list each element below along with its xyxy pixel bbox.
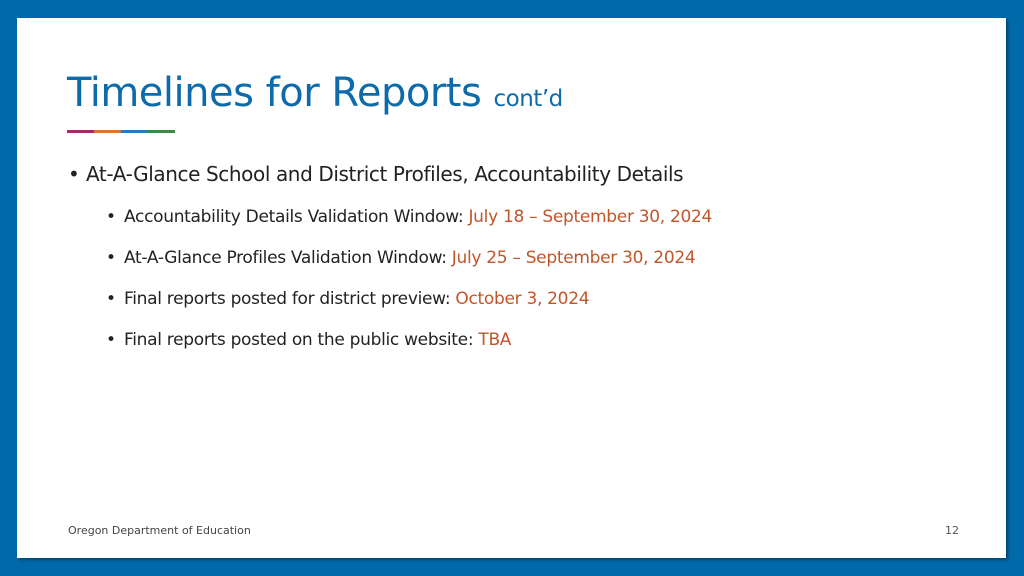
- accent-segment-3: [121, 130, 148, 133]
- sub-bullet: • Accountability Details Validation Windo…: [106, 207, 713, 227]
- accent-segment-2: [94, 130, 121, 133]
- sub-bullet-label: Final reports posted on the public websi…: [124, 330, 479, 350]
- bullet-main: • At-A-Glance School and District Profile…: [68, 162, 684, 186]
- slide-title: Timelines for Reports cont’d: [67, 70, 563, 116]
- sub-bullet: • Final reports posted on the public webs…: [106, 330, 512, 350]
- sub-bullet-value: October 3, 2024: [455, 289, 590, 309]
- sub-bullet: • Final reports posted for district previ…: [106, 289, 590, 309]
- accent-segment-1: [67, 130, 94, 133]
- title-suffix: cont’d: [493, 86, 564, 112]
- accent-bar: [67, 130, 175, 133]
- sub-bullet-value: TBA: [478, 330, 512, 350]
- sub-bullet-label: Final reports posted for district previe…: [124, 289, 456, 309]
- sub-bullet-label: Accountability Details Validation Window…: [124, 207, 469, 227]
- sub-bullet-label: At-A-Glance Profiles Validation Window:: [124, 248, 452, 268]
- footer-text: Oregon Department of Education: [68, 524, 251, 537]
- slide-panel: Timelines for Reports cont’d • At-A-Glanc…: [17, 18, 1006, 558]
- sub-bullet: • At-A-Glance Profiles Validation Window:…: [106, 248, 696, 268]
- page-number: 12: [945, 524, 959, 537]
- accent-segment-4: [148, 130, 175, 133]
- sub-bullet-value: July 18 – September 30, 2024: [468, 207, 713, 227]
- bullet-text: At-A-Glance School and District Profiles…: [86, 162, 684, 186]
- sub-bullet-value: July 25 – September 30, 2024: [451, 248, 696, 268]
- title-text: Timelines for Reports: [67, 70, 482, 116]
